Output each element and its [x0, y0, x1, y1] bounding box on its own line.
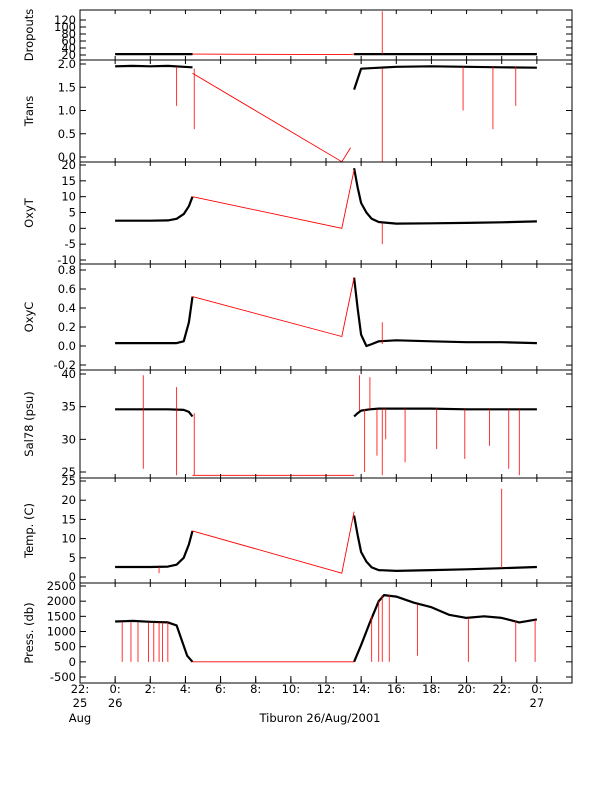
panel-3-y-axis-label: OxyT: [22, 197, 36, 228]
panel-5-series-black-segment: [353, 407, 537, 418]
panel-3-ytick-label: 20: [61, 158, 76, 172]
panel-7-ytick-label: 2000: [47, 594, 76, 608]
panel-6-ytick-label: 5: [69, 551, 76, 565]
panel-4-ytick-label: 0.4: [58, 301, 76, 315]
time-axis-hour-label: 4:: [180, 682, 191, 696]
panel-5-series-black-segment: [115, 408, 194, 418]
time-axis-hour-label: 8:: [250, 682, 261, 696]
panel-5-y-axis-label: Sal78 (psu): [22, 391, 36, 456]
panel-6-ytick-label: 10: [61, 532, 76, 546]
time-axis-month-label: Aug: [69, 711, 91, 725]
panel-4-ytick-label: 0.2: [58, 320, 76, 334]
panel-4-ytick-label: -0.2: [54, 358, 76, 372]
panel-1-ytick-label: 20: [61, 48, 76, 62]
time-axis-hour-label: 22:: [71, 682, 90, 696]
panel-7-ytick-label: 500: [54, 640, 76, 654]
panel-7-ytick-label: 1000: [47, 625, 76, 639]
panel-6-series-black-segment: [115, 530, 194, 569]
panel-4: -0.2 0.0 0.2 0.4 0.6 0.8 OxyC: [22, 263, 573, 372]
time-axis-day-label: 26: [108, 696, 123, 710]
panel-5-ytick-label: 25: [61, 465, 76, 479]
panel-7-ytick-label: -500: [50, 670, 76, 684]
time-axis-hour-label: 10:: [282, 682, 301, 696]
time-axis-day-label: 25: [73, 696, 88, 710]
panel-4-ytick-label: 0.6: [58, 282, 76, 296]
panel-3-ytick-label: 5: [69, 206, 76, 220]
time-axis-hour-label: 6:: [215, 682, 226, 696]
panel-4-series-red-line: [192, 277, 355, 338]
panel-3-frame: [79, 161, 573, 265]
time-axis-hour-label: 12:: [317, 682, 336, 696]
panel-6-series-black-segment: [353, 515, 537, 573]
panel-2-ytick-label: 1.5: [58, 80, 76, 94]
panel-1-ytick-label: 60: [61, 34, 76, 48]
time-axis-day-label: 27: [530, 696, 545, 710]
panel-1-series-red-line: [192, 53, 355, 56]
panel-3-ytick-label: -10: [57, 253, 76, 267]
x-axis-title: Tiburon 26/Aug/2001: [258, 711, 380, 725]
panel-3-series-black-segment: [353, 168, 537, 225]
panel-4-ytick-label: 0.0: [58, 339, 76, 353]
panel-2-ytick-label: 0.5: [58, 127, 76, 141]
chart-panels: 20406080100120Dropouts0.00.51.01.52.0Tra…: [22, 9, 573, 684]
panel-5-ytick-label: 40: [61, 367, 76, 381]
panel-1-y-axis-label: Dropouts: [22, 9, 36, 62]
panel-5-frame: [79, 369, 573, 479]
panel-3-series-red-line: [192, 169, 355, 229]
time-axis-hour-label: 14:: [352, 682, 371, 696]
time-axis-hour-label: 16:: [387, 682, 406, 696]
panel-6-y-axis-label: Temp. (C): [22, 503, 36, 559]
time-axis-hour-label: 20:: [457, 682, 476, 696]
panel-2-frame: [79, 59, 573, 163]
panel-7-series-black-segment: [353, 593, 538, 663]
time-axis-hour-label: 0:: [531, 682, 542, 696]
time-axis-hour-label: 18:: [422, 682, 441, 696]
panel-2-series-red-line: [192, 72, 351, 163]
panel-2-series-black-segment: [115, 64, 193, 69]
panel-1-ytick-label: 120: [54, 13, 76, 27]
panel-7-y-axis-label: Press. (db): [22, 602, 36, 663]
time-axis-hour-label: 0:: [110, 682, 121, 696]
panel-4-series-black-segment: [115, 296, 194, 345]
panel-7-ytick-label: 2500: [47, 579, 76, 593]
panel-6: 0 5 10 15 20 25 Temp. (C): [22, 474, 573, 584]
panel-6-ytick-label: 0: [69, 570, 76, 584]
panel-2-y-axis-label: Trans: [22, 96, 36, 127]
panel-1-frame: [79, 9, 573, 61]
panel-6-ytick-label: 15: [61, 512, 76, 526]
panel-2-series-black-segment: [353, 65, 537, 90]
panel-7-series-black-segment: [115, 619, 194, 663]
panel-5-ytick-label: 35: [61, 400, 76, 414]
panel-5: 25 30 35 40 Sal78 (psu): [22, 367, 573, 479]
panel-2-ytick-label: 2.0: [58, 57, 76, 71]
panel-3-ytick-label: 10: [61, 190, 76, 204]
panel-2-ytick-label: 0.0: [58, 150, 76, 164]
panel-4-frame: [79, 263, 573, 371]
panel-3-ytick-label: 15: [61, 174, 76, 188]
panel-2: 0.0 0.5 1.0 1.5 2.0 Trans: [22, 57, 573, 164]
panel-7-ytick-label: 0: [69, 655, 76, 669]
panel-4-y-axis-label: OxyC: [22, 302, 36, 333]
panel-6-ytick-label: 20: [61, 493, 76, 507]
panel-4-series-black-segment: [353, 277, 537, 348]
panel-5-ytick-label: 30: [61, 432, 76, 446]
panel-1-ytick-label: 40: [61, 41, 76, 55]
time-axis-hour-label: 22:: [492, 682, 511, 696]
panel-7-ytick-label: 1500: [47, 609, 76, 623]
panel-6-ytick-label: 25: [61, 474, 76, 488]
panel-1-ytick-label: 80: [61, 27, 76, 41]
panel-6-series-red-line: [192, 511, 355, 574]
panel-2-ytick-label: 1.0: [58, 104, 76, 118]
panel-3-ytick-label: 0: [69, 221, 76, 235]
panel-1-ytick-label: 100: [54, 20, 76, 34]
panel-3: -10 -5 05 10 15 20 OxyT: [22, 158, 573, 267]
time-axis-hour-label: 2:: [145, 682, 156, 696]
panel-3-ytick-label: -5: [65, 237, 76, 251]
panel-4-ytick-label: 0.8: [58, 263, 76, 277]
panel-3-series-black-segment: [115, 196, 194, 222]
